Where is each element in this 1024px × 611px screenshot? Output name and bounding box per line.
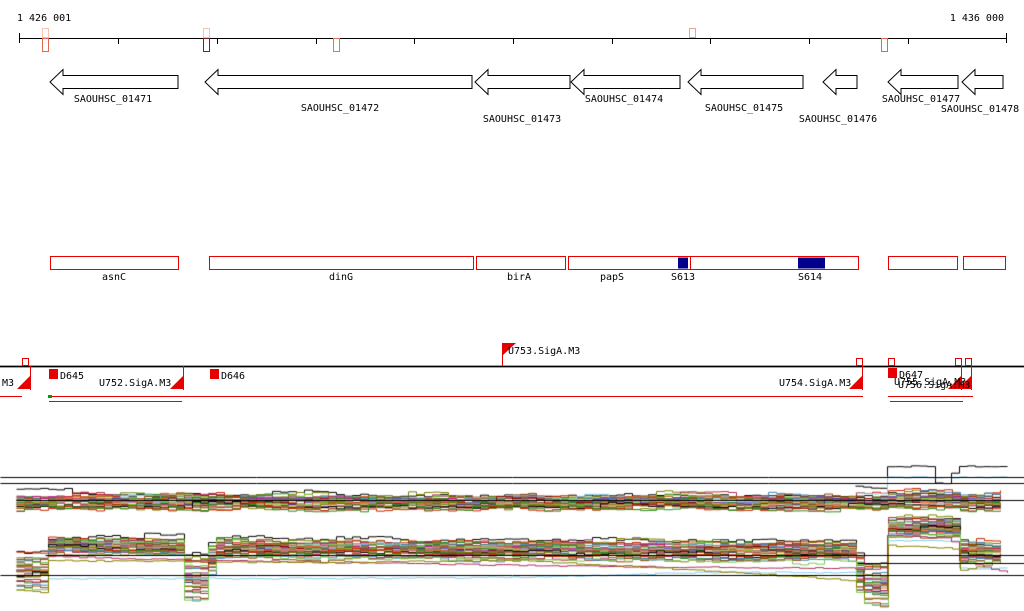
feature-segment-S614[interactable] xyxy=(798,257,825,269)
downstream-marker-label: D646 xyxy=(221,371,245,382)
gene-arrow-SAOUHSC_01477[interactable] xyxy=(887,68,959,96)
gene-arrow-SAOUHSC_01478[interactable] xyxy=(961,68,1004,96)
unit-open-flag[interactable] xyxy=(955,358,962,366)
gene-label: SAOUHSC_01474 xyxy=(585,94,663,105)
downstream-marker-D647[interactable] xyxy=(888,368,897,378)
gene-label: SAOUHSC_01475 xyxy=(705,103,783,114)
feature-box[interactable] xyxy=(963,256,1006,270)
feature-box-dinG[interactable] xyxy=(209,256,474,270)
unit-end-flag[interactable] xyxy=(170,376,183,389)
transcription-unit-label: M3 xyxy=(2,378,14,389)
ruler-marker-below[interactable] xyxy=(881,38,888,52)
ruler-marker-below[interactable] xyxy=(333,38,340,52)
gene-arrow-SAOUHSC_01471[interactable] xyxy=(49,68,179,96)
unit-end-flag[interactable] xyxy=(17,376,30,389)
feature-label: papS xyxy=(600,272,624,283)
transcription-unit-label: U753.SigA.M3 xyxy=(508,346,580,357)
feature-label: S613 xyxy=(671,272,695,283)
feature-box-birA[interactable] xyxy=(476,256,566,270)
gene-label: SAOUHSC_01478 xyxy=(941,104,1019,115)
transcription-unit-label: U754.SigA.M3 xyxy=(779,378,851,389)
feature-label: birA xyxy=(507,272,531,283)
downstream-marker-label: D647 xyxy=(899,370,923,381)
gene-label: SAOUHSC_01471 xyxy=(74,94,152,105)
unit-open-flag[interactable] xyxy=(22,358,29,366)
feature-label: dinG xyxy=(329,272,353,283)
gene-arrow-SAOUHSC_01473[interactable] xyxy=(474,68,571,96)
feature-box-papS[interactable] xyxy=(568,256,691,270)
ruler-marker-above[interactable] xyxy=(42,28,49,38)
unit-open-flag[interactable] xyxy=(965,358,972,366)
gene-label: SAOUHSC_01472 xyxy=(301,103,379,114)
feature-box-asnC[interactable] xyxy=(50,256,179,270)
feature-label: S614 xyxy=(798,272,822,283)
unit-open-flag[interactable] xyxy=(888,358,895,366)
unit-end-flag[interactable] xyxy=(948,376,961,389)
gene-arrow-SAOUHSC_01472[interactable] xyxy=(204,68,473,96)
unit-start-flag[interactable] xyxy=(502,343,516,356)
unit-open-flag[interactable] xyxy=(856,358,863,366)
transcription-unit-label: U755.SigA.M3 xyxy=(894,377,966,388)
unit-end-flag[interactable] xyxy=(958,376,971,389)
transcription-unit-label: U752.SigA.M3 xyxy=(99,378,171,389)
gene-label: SAOUHSC_01477 xyxy=(882,94,960,105)
feature-label: asnC xyxy=(102,272,126,283)
feature-box[interactable] xyxy=(888,256,958,270)
gene-label: SAOUHSC_01476 xyxy=(799,114,877,125)
transcription-unit-label: U756.SigA.M3 xyxy=(898,380,970,391)
gene-arrow-SAOUHSC_01475[interactable] xyxy=(687,68,804,96)
ruler-start-coordinate: 1 426 001 xyxy=(17,13,72,24)
downstream-marker-D646[interactable] xyxy=(210,369,219,379)
ruler-end-coordinate: 1 436 000 xyxy=(949,13,1004,24)
unit-end-flag[interactable] xyxy=(849,376,862,389)
ruler-marker-below[interactable] xyxy=(42,38,49,52)
gene-arrow-SAOUHSC_01476[interactable] xyxy=(822,68,858,96)
unit-start-mark xyxy=(48,395,52,398)
feature-box[interactable] xyxy=(690,256,859,270)
feature-segment-S613[interactable] xyxy=(678,257,688,269)
downstream-marker-D645[interactable] xyxy=(49,369,58,379)
ruler-marker-above[interactable] xyxy=(203,28,210,38)
downstream-marker-label: D645 xyxy=(60,371,84,382)
gene-arrow-SAOUHSC_01474[interactable] xyxy=(570,68,681,96)
ruler-marker-above[interactable] xyxy=(689,28,696,38)
gene-label: SAOUHSC_01473 xyxy=(483,114,561,125)
ruler-marker-below[interactable] xyxy=(203,38,210,52)
